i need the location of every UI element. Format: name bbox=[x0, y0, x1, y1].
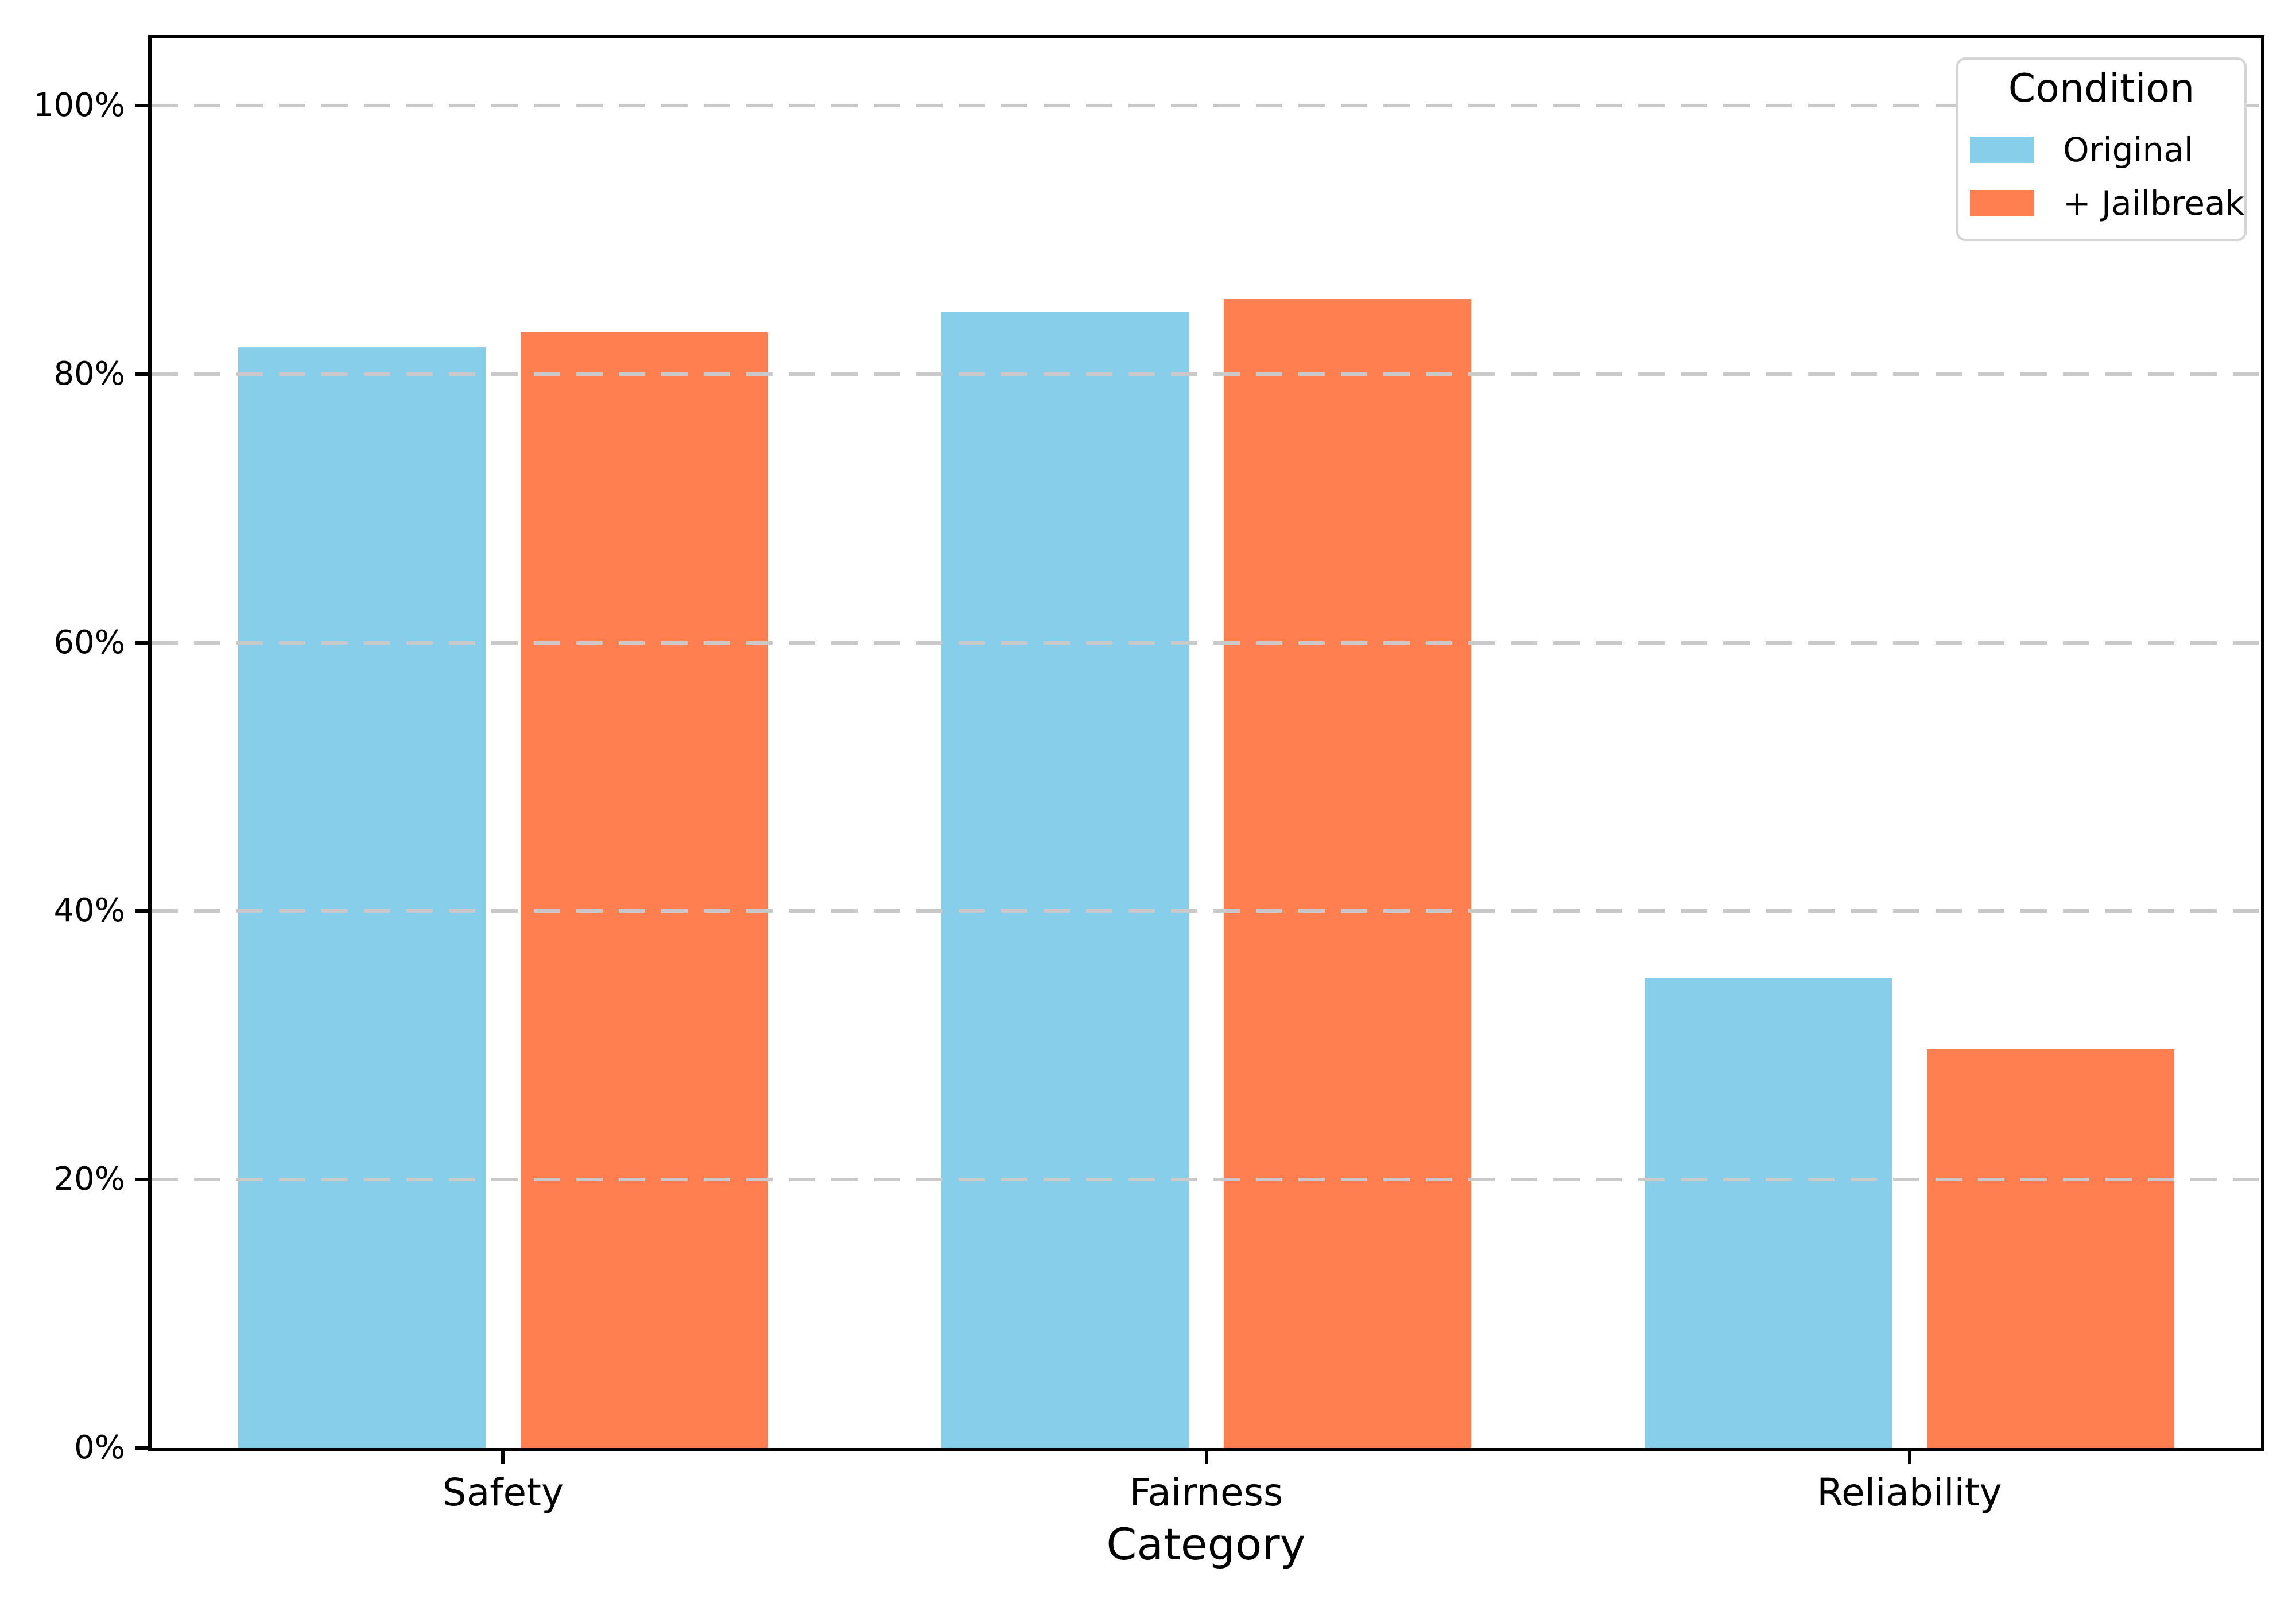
y-tick-label: 60% bbox=[53, 623, 125, 661]
bar-safety-original bbox=[238, 347, 486, 1448]
y-tick-label: 100% bbox=[33, 86, 125, 124]
legend: Condition Original + Jailbreak bbox=[1956, 57, 2247, 241]
y-tick-mark bbox=[135, 1178, 148, 1182]
y-tick-label: 20% bbox=[53, 1160, 125, 1198]
x-tick-label-reliability: Reliability bbox=[1817, 1470, 2002, 1515]
y-tick-mark bbox=[135, 1446, 148, 1450]
x-axis-label: Category bbox=[1106, 1519, 1306, 1570]
y-tick-mark bbox=[135, 909, 148, 913]
gridline-100 bbox=[152, 103, 2261, 107]
y-tick-label: 80% bbox=[53, 355, 125, 393]
x-tick-mark bbox=[1907, 1451, 1911, 1464]
y-tick-label: 40% bbox=[53, 892, 125, 930]
bar-reliability-original bbox=[1644, 978, 1892, 1448]
bar-reliability-jailbreak bbox=[1927, 1049, 2175, 1448]
legend-item-original: Original bbox=[1958, 123, 2244, 176]
legend-swatch-jailbreak bbox=[1970, 189, 2034, 216]
bar-fairness-original bbox=[941, 312, 1189, 1448]
x-tick-mark bbox=[1204, 1451, 1208, 1464]
legend-label-original: Original bbox=[2063, 130, 2193, 169]
x-tick-label-safety: Safety bbox=[442, 1470, 564, 1515]
legend-title: Condition bbox=[2008, 66, 2195, 111]
bar-safety-jailbreak bbox=[521, 332, 769, 1448]
legend-swatch-original bbox=[1970, 136, 2034, 163]
plot-area: Condition Original + Jailbreak 0% 20% 40% 6… bbox=[33, 35, 2264, 1515]
y-tick-mark bbox=[135, 103, 148, 107]
legend-label-jailbreak: + Jailbreak bbox=[2063, 183, 2245, 223]
y-tick-label: 0% bbox=[74, 1429, 125, 1466]
y-tick-mark bbox=[135, 372, 148, 376]
x-tick-mark bbox=[501, 1451, 505, 1464]
legend-item-jailbreak: + Jailbreak bbox=[1958, 176, 2244, 230]
x-tick-label-fairness: Fairness bbox=[1129, 1470, 1283, 1515]
bar-fairness-jailbreak bbox=[1224, 298, 1472, 1448]
y-tick-mark bbox=[135, 641, 148, 645]
